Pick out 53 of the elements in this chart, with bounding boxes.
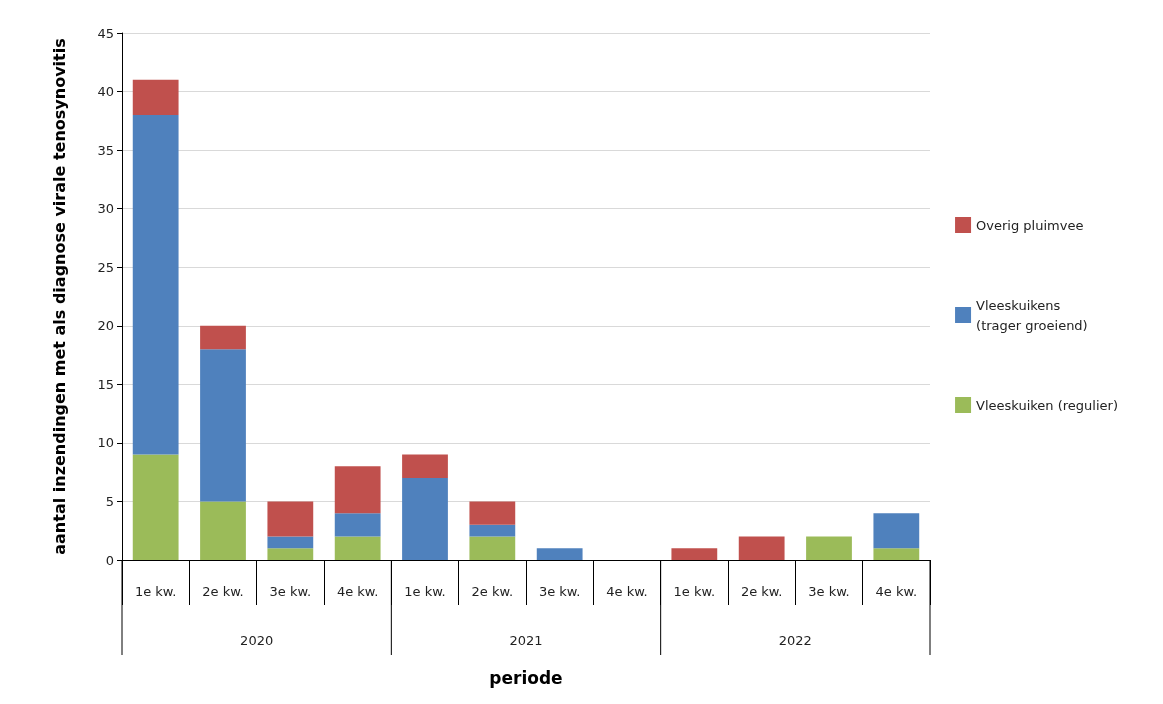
y-tick-label: 0	[105, 552, 114, 568]
x-tick-label: 3e kw.	[808, 584, 850, 599]
bar	[402, 454, 448, 479]
x-tick-label: 2e kw.	[740, 584, 783, 599]
bar	[200, 501, 246, 560]
bar	[200, 325, 246, 350]
text: 2020	[240, 632, 274, 648]
x-tick-label: 1e kw.	[134, 584, 177, 599]
y-tick-label: 45	[97, 25, 114, 41]
bar	[671, 548, 718, 560]
legend-label: Vleeskuiken (regulier)	[976, 397, 1119, 413]
bar	[334, 466, 381, 514]
x-tick-label: 3e kw.	[538, 584, 581, 599]
y-tick-label: 30	[97, 201, 114, 217]
x-tick-label: 2e kw.	[471, 584, 514, 599]
bar	[469, 501, 516, 525]
bar	[132, 454, 179, 560]
bar	[267, 501, 314, 537]
bar	[132, 79, 179, 115]
x-tick-label: 4e kw.	[336, 584, 379, 599]
x-axis-title: periode	[489, 668, 563, 688]
x-tick-label: 4e kw.	[606, 584, 648, 599]
y-tick-label: 15	[97, 376, 114, 392]
y-tick-label: 5	[105, 493, 114, 509]
bar	[806, 536, 852, 560]
x-tick-label: 1e kw.	[673, 584, 716, 599]
legend-label: Overig pluimvee	[976, 217, 1084, 233]
bar	[738, 536, 785, 560]
y-tick-label: 10	[97, 435, 114, 451]
bar	[873, 548, 920, 560]
bar	[402, 478, 448, 560]
text: 2022	[778, 632, 812, 648]
bar	[469, 524, 516, 537]
y-axis-title: aantal inzendingen met als diagnose virale tenosynovitis	[49, 38, 69, 555]
text: 2021	[509, 632, 543, 648]
bar	[132, 114, 179, 455]
bar	[469, 536, 516, 560]
bar	[873, 513, 920, 549]
y-tick-label: 35	[97, 142, 114, 158]
x-tick-label: 3e kw.	[269, 584, 312, 599]
legend-label: Vleeskuikens (trager groeiend)	[976, 297, 1088, 333]
bar	[334, 513, 381, 537]
x-tick-label: 4e kw.	[875, 584, 918, 599]
x-tick-label: 2e kw.	[202, 584, 244, 599]
bar	[536, 548, 583, 560]
bar	[267, 536, 314, 549]
y-tick-label: 20	[97, 318, 114, 334]
bar	[267, 548, 314, 560]
y-tick-label: 40	[97, 84, 114, 100]
y-tick-label: 25	[97, 259, 114, 275]
x-tick-label: 1e kw.	[404, 584, 446, 599]
bar	[200, 349, 246, 502]
bar	[334, 536, 381, 560]
